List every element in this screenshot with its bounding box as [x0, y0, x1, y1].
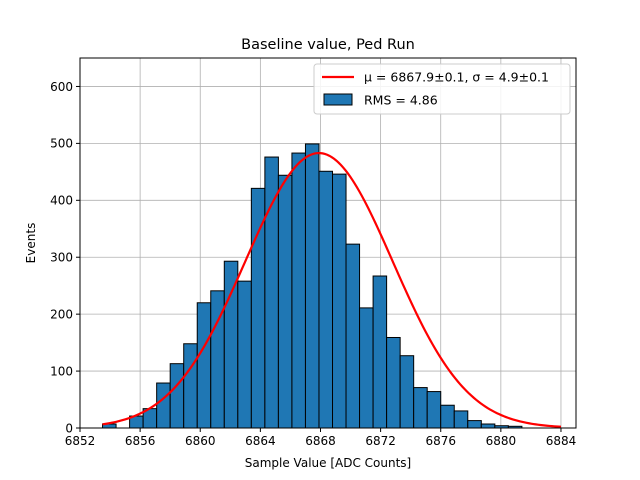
histogram-bars — [102, 143, 523, 429]
gaussian-fit-curve — [102, 151, 562, 428]
y-tick-label: 300 — [50, 251, 73, 265]
histogram-bar — [156, 382, 171, 429]
histogram-bar — [223, 260, 239, 429]
histogram-bar — [304, 143, 320, 429]
x-tick-label: 6856 — [125, 434, 156, 448]
y-axis-ticks: 0 100 200 300 400 500 600 — [50, 80, 80, 435]
y-tick-label: 600 — [50, 80, 73, 94]
histogram-bar — [440, 404, 455, 429]
histogram-bar — [480, 423, 496, 429]
legend-box — [313, 63, 571, 115]
histogram-bar — [386, 336, 401, 429]
x-tick-label: 6852 — [65, 434, 96, 448]
histogram-bar — [169, 363, 185, 429]
x-tick-label: 6868 — [305, 434, 336, 448]
x-axis-ticks: 6852 6856 6860 6864 6868 6872 6876 6880 6884 — [65, 428, 577, 448]
x-tick-label: 6864 — [245, 434, 276, 448]
x-tick-label: 6884 — [546, 434, 577, 448]
histogram-bar — [413, 387, 428, 429]
histogram-bar — [332, 173, 347, 429]
y-axis-label: Events — [24, 223, 38, 264]
histogram-bar — [291, 152, 306, 429]
histogram-bar — [426, 391, 442, 429]
histogram-bar — [399, 355, 415, 429]
y-tick-label: 0 — [65, 421, 73, 435]
histogram-bar — [345, 243, 361, 429]
histogram-bar — [183, 343, 198, 429]
x-tick-label: 6880 — [486, 434, 517, 448]
x-axis-label: Sample Value [ADC Counts] — [245, 456, 411, 470]
y-tick-label: 100 — [50, 364, 73, 378]
legend-hist-swatch — [323, 93, 353, 106]
histogram-bar — [318, 170, 334, 429]
histogram-bar — [453, 410, 469, 429]
histogram-bar — [196, 302, 212, 429]
x-tick-label: 6872 — [365, 434, 396, 448]
legend-fit-label: μ = 6867.9±0.1, σ = 4.9±0.1 — [364, 70, 549, 85]
y-tick-label: 200 — [50, 307, 73, 321]
x-tick-label: 6876 — [425, 434, 456, 448]
histogram-bar — [467, 420, 482, 429]
plot-frame — [79, 57, 577, 429]
legend: μ = 6867.9±0.1, σ = 4.9±0.1 RMS = 4.86 — [313, 63, 571, 115]
histogram-bar — [277, 174, 293, 429]
x-tick-label: 6860 — [185, 434, 216, 448]
y-tick-label: 400 — [50, 194, 73, 208]
histogram-bar — [237, 280, 252, 429]
legend-hist-label: RMS = 4.86 — [364, 93, 438, 108]
y-tick-label: 500 — [50, 137, 73, 151]
chart-title: Baseline value, Ped Run — [241, 37, 415, 53]
histogram-bar — [372, 275, 388, 429]
histogram-bar — [359, 307, 374, 429]
